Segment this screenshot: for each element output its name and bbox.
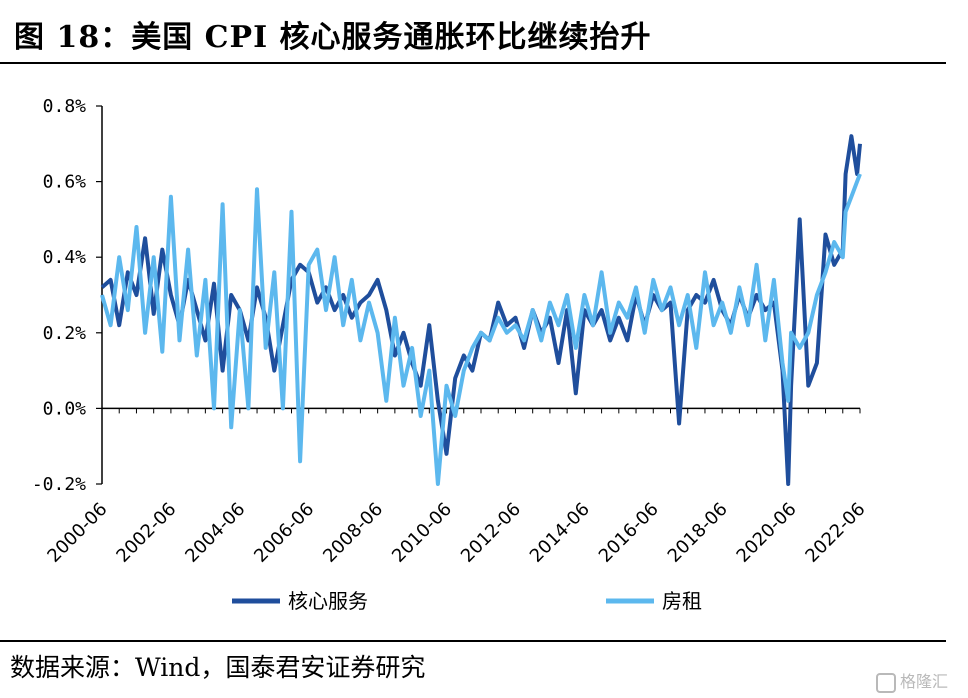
line-chart: -0.2% 0.0% 0.2% 0.4% 0.6% 0.8% 2000-06 2002-06… [32,96,870,613]
legend-label: 核心服务 [288,589,368,613]
watermark-logo-icon [875,672,896,693]
x-axis: 2000-06 2002-06 2004-06 2006-06 2008-06 2010-… [43,407,870,567]
legend: 核心服务 房租 [232,589,702,613]
y-axis: -0.2% 0.0% 0.2% 0.4% 0.6% 0.8% [32,96,103,495]
title-divider [0,62,946,64]
legend-label: 房租 [662,589,702,613]
x-tick-label: 2006-06 [250,499,318,567]
x-tick-label: 2018-06 [664,499,732,567]
source-divider [0,640,946,642]
y-tick-label: 0.2% [43,323,87,344]
x-tick-label: 2002-06 [112,499,180,567]
series-line-core-services [100,134,862,486]
page-title: 图 18：美国 CPI 核心服务通胀环比继续抬升 [14,20,652,55]
x-tick-label: 2020-06 [733,499,801,567]
x-tick-label: 2010-06 [388,499,456,567]
watermark: 格隆汇 [875,668,948,693]
x-tick-label: 2022-06 [801,499,869,567]
y-tick-label: -0.2% [32,474,86,495]
source-note: 数据来源：Wind，国泰君安证券研究 [10,653,426,682]
x-tick-label: 2014-06 [526,499,594,567]
x-tick-label: 2012-06 [457,499,525,567]
x-tick-label: 2004-06 [181,499,249,567]
watermark-text: 格隆汇 [899,672,948,691]
x-tick-label: 2008-06 [319,499,387,567]
y-tick-label: 0.8% [43,96,87,117]
series-line-rent [100,173,862,486]
x-tick-label: 2016-06 [595,499,663,567]
y-tick-label: 0.0% [43,398,87,419]
series-group [100,134,862,486]
y-tick-label: 0.6% [43,172,87,193]
y-tick-label: 0.4% [43,247,87,268]
x-tick-label: 2000-06 [43,499,111,567]
